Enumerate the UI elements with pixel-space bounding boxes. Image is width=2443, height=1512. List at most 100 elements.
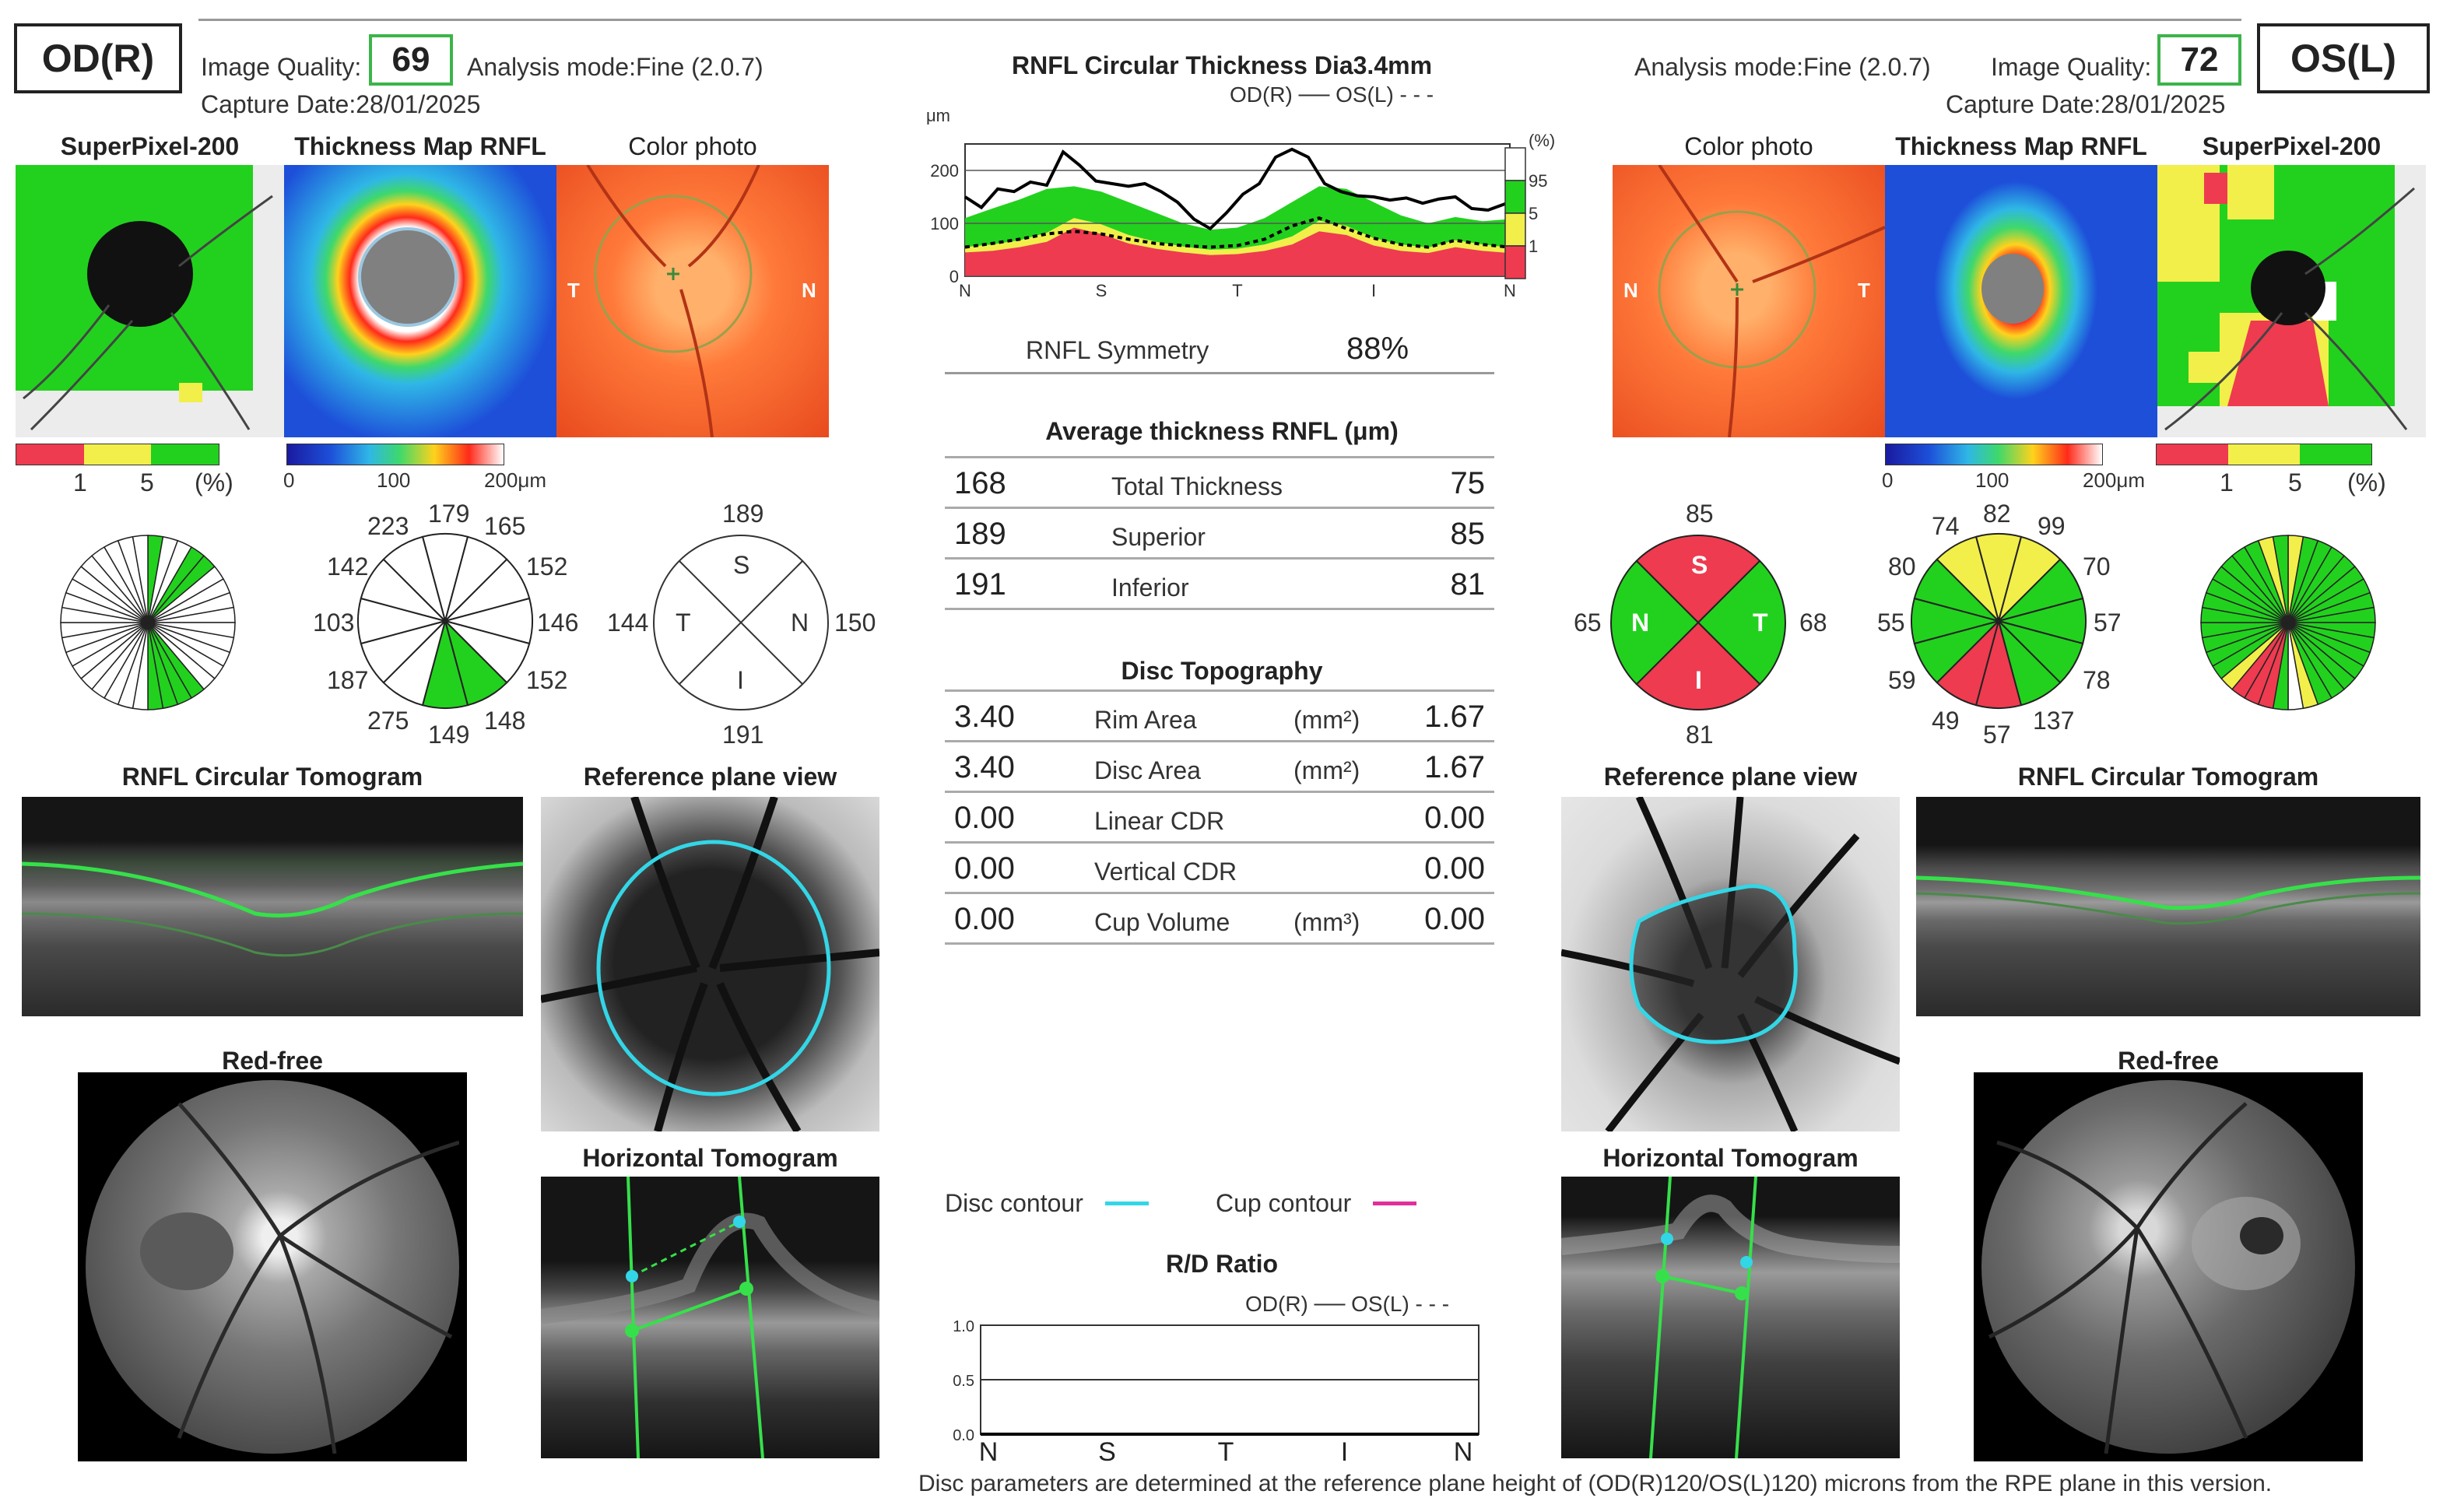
rnfl-symmetry-value: 88% — [1346, 332, 1409, 366]
od-clock-value: 103 — [313, 609, 355, 637]
rd-ratio-legend: OD(R) ── OS(L) - - - — [1245, 1292, 1450, 1316]
os-quad-value-i: 81 — [1686, 721, 1714, 749]
disc-contour-label: Disc contour — [945, 1189, 1083, 1217]
table-row: 3.40 Disc Area (mm²) 1.67 — [945, 742, 1494, 793]
rd-x-tick: S — [1098, 1437, 1116, 1467]
od-value: 3.40 — [954, 700, 1015, 734]
os-reference-plane-view — [1561, 797, 1900, 1131]
od-value: 189 — [954, 517, 1006, 551]
od-image-quality-label: Image Quality: — [201, 53, 362, 81]
quadrant-sector — [1697, 560, 1786, 686]
od-red-free-title: Red-free — [222, 1047, 323, 1075]
od-value: 191 — [954, 567, 1006, 602]
od-reference-plane-title: Reference plane view — [583, 763, 837, 791]
os-clock-value: 137 — [2033, 707, 2075, 735]
os-value: 1.67 — [1424, 700, 1485, 734]
od-quad-letter-i: I — [737, 666, 744, 694]
od-clock-value: 148 — [484, 707, 526, 735]
od-clock-value: 179 — [428, 500, 470, 528]
od-fundus — [86, 1080, 459, 1454]
od-colorbar-200: 200μm — [484, 468, 547, 492]
rnfl-y-tick: 0 — [949, 267, 959, 286]
quadrant-sector — [1635, 535, 1761, 624]
rnfl-x-tick: T — [1232, 281, 1242, 300]
os-red-free-title: Red-free — [2118, 1047, 2219, 1075]
od-colorbar-0: 0 — [283, 468, 295, 492]
os-legend-pct-unit: (%) — [2347, 468, 2386, 496]
rnfl-x-tick: I — [1371, 281, 1376, 300]
os-quad-letter-s: S — [1691, 551, 1708, 579]
legend-green — [151, 444, 219, 465]
row-label: Linear CDR — [1094, 807, 1225, 835]
avg-thickness-title: Average thickness RNFL (μm) — [1045, 417, 1399, 445]
disc-contour-swatch — [1105, 1202, 1149, 1205]
od-quad-letter-t: T — [676, 609, 691, 637]
rd-ratio-title: R/D Ratio — [1166, 1250, 1278, 1278]
os-quad-letter-i: I — [1695, 666, 1702, 694]
od-color-photo-title: Color photo — [628, 132, 757, 160]
row-label: Disc Area — [1094, 756, 1201, 784]
os-value: 0.00 — [1424, 801, 1485, 835]
table-row: 0.00 Cup Volume (mm³) 0.00 — [945, 894, 1494, 945]
row-label: Total Thickness — [1111, 472, 1283, 500]
os-clock-value: 70 — [2083, 553, 2111, 581]
os-clock-value: 99 — [2038, 512, 2066, 540]
od-photo-letter-right: N — [802, 279, 816, 302]
legend-green — [2300, 444, 2371, 465]
os-color-photo: N T — [1613, 165, 1885, 437]
footnote: Disc parameters are determined at the re… — [918, 1471, 2273, 1496]
od-legend-pct-5: 5 — [140, 468, 154, 496]
os-percentile-legend — [2156, 444, 2372, 465]
os-quad-letter-t: T — [1753, 609, 1768, 637]
od-rnfl-circular-tomogram — [22, 797, 523, 1016]
quadrant-sector — [1610, 560, 1700, 686]
od-legend-pct-unit: (%) — [195, 468, 233, 496]
clock-sector — [1936, 535, 2000, 624]
rd-x-tick: T — [1218, 1437, 1234, 1467]
rnfl-band-abnormal — [965, 227, 1510, 276]
od-quad-value-i: 191 — [722, 721, 764, 749]
os-capture-date: Capture Date:28/01/2025 — [1946, 90, 2226, 118]
os-quad-value-t: 68 — [1799, 609, 1827, 637]
od-quad-value-t: 144 — [607, 609, 649, 637]
os-value: 81 — [1450, 567, 1486, 602]
od-horizontal-tomogram-title: Horizontal Tomogram — [582, 1144, 838, 1172]
rnfl-os-series — [964, 216, 1511, 249]
od-image-quality-value: 69 — [369, 34, 453, 86]
cup-contour-label: Cup contour — [1216, 1189, 1352, 1217]
rnfl-y-unit: μm — [926, 106, 950, 125]
os-clock-value: 82 — [1983, 500, 2011, 528]
od-thickness-map-title: Thickness Map RNFL — [294, 132, 546, 160]
os-horizontal-tomogram — [1561, 1177, 1900, 1458]
rd-ratio-chart: 1.0 0.5 0.0 N S T I N — [953, 1319, 1479, 1467]
rd-x-tick: N — [979, 1437, 999, 1467]
os-color-photo-title: Color photo — [1684, 132, 1813, 160]
rnfl-legend-swatch — [1504, 212, 1526, 247]
rnfl-legend-swatch — [1504, 245, 1526, 279]
quadrant-sector — [1635, 621, 1761, 710]
row-label: Cup Volume — [1094, 908, 1230, 936]
od-value: 3.40 — [954, 750, 1015, 784]
od-clock-value: 223 — [367, 512, 409, 540]
os-clock-value: 57 — [1983, 721, 2011, 749]
rnfl-legend-label: (%) — [1529, 131, 1555, 150]
od-color-photo: T N — [556, 165, 829, 437]
rd-x-tick: I — [1341, 1437, 1348, 1467]
od-clock-chart: 223 179 165 142 152 103 146 187 152 275 … — [304, 498, 584, 749]
od-horizontal-tomogram — [541, 1177, 879, 1458]
od-value: 0.00 — [954, 902, 1015, 936]
disc-topography-table: 3.40 Rim Area (mm²) 1.67 3.40 Disc Area (mm²) 1… — [945, 689, 1494, 945]
rnfl-band-borderline — [965, 218, 1510, 255]
os-image-quality-label: Image Quality: — [1991, 53, 2152, 81]
rnfl-legend-label: 95 — [1529, 171, 1547, 191]
os-thickness-map — [1885, 165, 2157, 437]
os-superpixel-title: SuperPixel-200 — [2202, 132, 2382, 160]
od-analysis-mode: Analysis mode:Fine (2.0.7) — [467, 53, 763, 81]
od-superpixel-map — [16, 165, 284, 437]
disc-topography-title: Disc Topography — [1121, 657, 1323, 685]
rd-x-tick: N — [1454, 1437, 1473, 1467]
os-legend-pct-1: 1 — [2220, 468, 2234, 496]
od-clock-value: 149 — [428, 721, 470, 749]
od-quad-letter-s: S — [733, 551, 750, 579]
os-thickness-map-title: Thickness Map RNFL — [1895, 132, 2147, 160]
